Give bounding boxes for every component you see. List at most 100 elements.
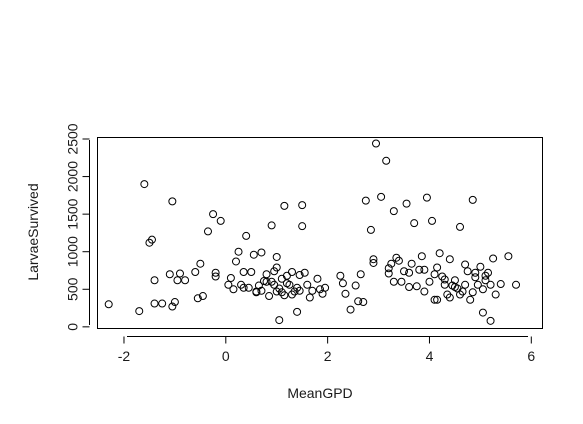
- scatter-point: [389, 277, 398, 286]
- scatter-point: [496, 280, 505, 289]
- scatter-point: [412, 282, 421, 291]
- scatter-point: [473, 280, 482, 289]
- x-axis-ticks: -2 0 2 4 6: [118, 336, 535, 364]
- scatter-point: [239, 283, 248, 292]
- scatter-point: [282, 279, 291, 288]
- x-tick-label: -2: [118, 348, 131, 364]
- scatter-point: [234, 247, 243, 256]
- scatter-point: [402, 199, 411, 208]
- scatter-point: [303, 280, 312, 289]
- scatter-point: [262, 277, 271, 286]
- scatter-point: [351, 281, 360, 290]
- scatter-point: [211, 268, 220, 277]
- scatter-point: [397, 277, 406, 286]
- scatter-point: [366, 225, 375, 234]
- scatter-point: [468, 195, 477, 204]
- scatter-point: [293, 307, 302, 316]
- scatter-point: [239, 267, 248, 276]
- scatter-point: [384, 269, 393, 278]
- scatter-point: [372, 139, 381, 148]
- x-axis: -2 0 2 4 6 MeanGPD: [118, 336, 535, 401]
- x-axis-title: MeanGPD: [287, 385, 352, 401]
- scatter-point: [461, 260, 470, 269]
- scatter-point: [463, 267, 472, 276]
- scatter-point: [165, 270, 174, 279]
- scatter-point: [346, 305, 355, 314]
- scatter-point: [257, 286, 266, 295]
- scatter-point: [410, 219, 419, 228]
- scatter-point: [104, 300, 113, 309]
- scatter-point: [407, 259, 416, 268]
- scatter-point: [430, 295, 439, 304]
- scatter-point: [280, 291, 289, 300]
- scatter-point: [491, 290, 500, 299]
- x-tick-label: 0: [222, 348, 230, 364]
- scatter-point: [456, 290, 465, 299]
- scatter-point: [216, 216, 225, 225]
- scatter-point: [231, 257, 240, 266]
- scatter-point: [224, 280, 233, 289]
- scatter-point: [489, 254, 498, 263]
- scatter-point: [405, 283, 414, 292]
- scatter-point: [262, 270, 271, 279]
- scatter-point: [461, 280, 470, 289]
- scatter-point: [456, 222, 465, 231]
- x-tick-label: 6: [527, 348, 535, 364]
- scatter-point: [425, 277, 434, 286]
- x-tick-label: 4: [426, 348, 434, 364]
- scatter-point: [300, 268, 309, 277]
- scatter-point: [254, 281, 263, 290]
- scatter-point: [244, 283, 253, 292]
- scatter-point: [249, 250, 258, 259]
- scatter-point: [481, 276, 490, 285]
- scatter-point: [257, 248, 266, 257]
- scatter-point: [382, 156, 391, 165]
- scatter-point: [211, 272, 220, 281]
- scatter-point: [168, 197, 177, 206]
- scatter-point: [203, 227, 212, 236]
- y-axis-ticks: 0 500 1000 1500 2000 2500: [65, 123, 90, 331]
- scatter-point: [361, 196, 370, 205]
- plot-frame: [97, 137, 543, 329]
- scatter-point: [354, 297, 363, 306]
- scatter-point: [369, 258, 378, 267]
- scatter-point: [387, 259, 396, 268]
- scatter-point: [280, 201, 289, 210]
- scatter-point: [384, 264, 393, 273]
- data-points: [104, 139, 521, 325]
- y-tick-label: 500: [65, 277, 81, 301]
- scatter-point: [433, 263, 442, 272]
- scatter-point: [272, 252, 281, 261]
- scatter-point: [486, 316, 495, 325]
- scatter-point: [158, 299, 167, 308]
- scatter-point: [428, 216, 437, 225]
- scatter-point: [198, 292, 207, 301]
- scatter-point: [229, 285, 238, 294]
- scatter-point: [415, 265, 424, 274]
- scatter-point: [369, 255, 378, 264]
- scatter-point: [430, 270, 439, 279]
- scatter-point: [445, 293, 454, 302]
- y-tick-label: 1000: [65, 236, 81, 267]
- scatter-point: [173, 276, 182, 285]
- y-tick-label: 1500: [65, 198, 81, 229]
- scatter-point: [466, 295, 475, 304]
- x-tick-label: 2: [324, 348, 332, 364]
- scatter-point: [272, 287, 281, 296]
- scatter-point: [247, 267, 256, 276]
- scatter-point: [417, 252, 426, 261]
- scatter-point: [226, 274, 235, 283]
- scatter-point: [308, 286, 317, 295]
- scatter-point: [356, 270, 365, 279]
- scatter-point: [150, 276, 159, 285]
- scatter-point: [147, 235, 156, 244]
- y-tick-label: 2500: [65, 123, 81, 154]
- scatter-point: [422, 193, 431, 202]
- y-tick-label: 2000: [65, 161, 81, 192]
- scatter-point: [181, 276, 190, 285]
- scatter-point: [341, 289, 350, 298]
- scatter-point: [168, 302, 177, 311]
- scatter-point: [338, 279, 347, 288]
